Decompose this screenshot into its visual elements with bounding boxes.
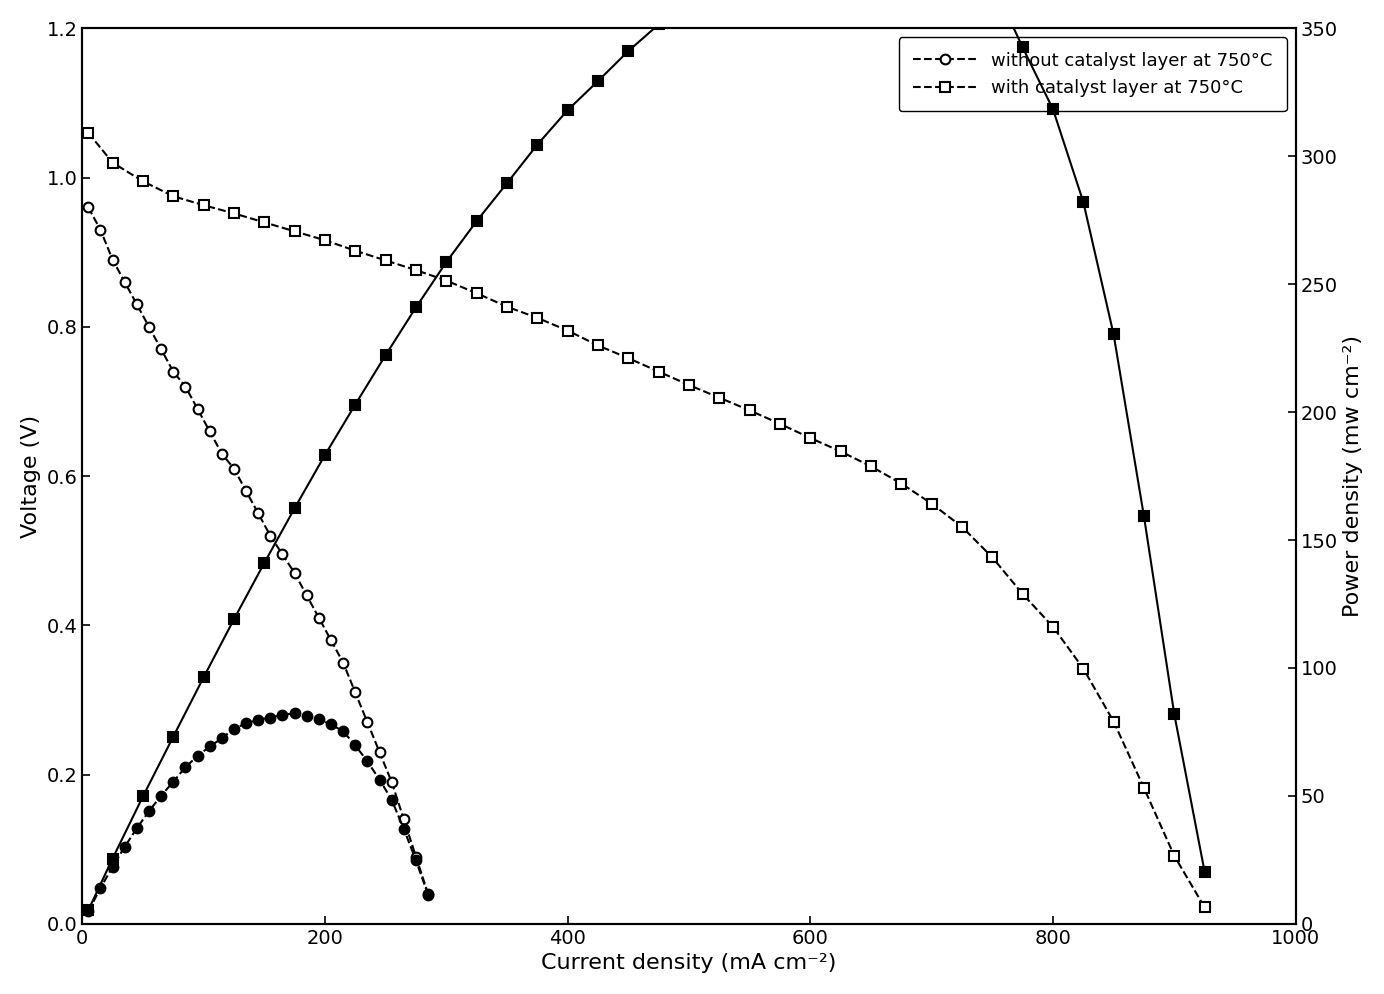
Legend: without catalyst layer at 750°C, with catalyst layer at 750°C: without catalyst layer at 750°C, with ca… [898,38,1287,111]
with catalyst layer at 750°C [984,552,1001,564]
with catalyst layer at 750°C [468,287,484,299]
without catalyst layer at 750°C [238,485,255,497]
with catalyst layer at 750°C [862,460,879,472]
with catalyst layer at 750°C [559,325,576,337]
without catalyst layer at 750°C [310,612,327,624]
with catalyst layer at 750°C [954,521,970,533]
with catalyst layer at 750°C [1045,621,1062,633]
Y-axis label: Power density (mw cm⁻²): Power density (mw cm⁻²) [1342,335,1363,617]
without catalyst layer at 750°C [104,253,120,265]
with catalyst layer at 750°C [1106,716,1122,728]
X-axis label: Current density (mA cm⁻²): Current density (mA cm⁻²) [541,953,836,973]
with catalyst layer at 750°C [226,208,242,220]
with catalyst layer at 750°C [801,432,818,444]
without catalyst layer at 750°C [251,507,267,519]
with catalyst layer at 750°C [711,392,728,404]
without catalyst layer at 750°C [419,888,436,900]
with catalyst layer at 750°C [378,254,394,266]
without catalyst layer at 750°C [201,425,217,437]
without catalyst layer at 750°C [286,568,303,580]
without catalyst layer at 750°C [347,687,364,699]
without catalyst layer at 750°C [358,717,375,729]
with catalyst layer at 750°C [620,352,637,364]
with catalyst layer at 750°C [437,274,454,286]
without catalyst layer at 750°C [177,381,194,393]
without catalyst layer at 750°C [116,276,133,288]
with catalyst layer at 750°C [1136,782,1153,794]
with catalyst layer at 750°C [832,445,848,457]
without catalyst layer at 750°C [396,813,412,825]
with catalyst layer at 750°C [317,235,334,247]
Line: with catalyst layer at 750°C: with catalyst layer at 750°C [83,128,1210,912]
Y-axis label: Voltage (V): Voltage (V) [21,414,42,538]
with catalyst layer at 750°C [772,417,789,429]
with catalyst layer at 750°C [347,245,364,256]
with catalyst layer at 750°C [104,157,120,169]
without catalyst layer at 750°C [152,343,169,355]
with catalyst layer at 750°C [1014,588,1031,600]
without catalyst layer at 750°C [371,746,388,758]
with catalyst layer at 750°C [650,366,667,378]
without catalyst layer at 750°C [322,634,339,646]
with catalyst layer at 750°C [590,340,606,352]
without catalyst layer at 750°C [226,462,242,474]
with catalyst layer at 750°C [195,199,212,211]
with catalyst layer at 750°C [742,405,758,416]
with catalyst layer at 750°C [529,312,545,324]
with catalyst layer at 750°C [1196,902,1212,913]
without catalyst layer at 750°C [141,321,158,333]
with catalyst layer at 750°C [893,477,909,489]
without catalyst layer at 750°C [190,403,206,414]
without catalyst layer at 750°C [335,657,352,669]
with catalyst layer at 750°C [80,127,97,139]
without catalyst layer at 750°C [213,447,230,459]
with catalyst layer at 750°C [256,217,273,229]
without catalyst layer at 750°C [274,549,291,561]
with catalyst layer at 750°C [286,226,303,238]
without catalyst layer at 750°C [408,851,425,863]
with catalyst layer at 750°C [1165,850,1182,862]
with catalyst layer at 750°C [408,264,425,276]
without catalyst layer at 750°C [80,202,97,214]
without catalyst layer at 750°C [262,530,278,542]
with catalyst layer at 750°C [681,379,698,391]
with catalyst layer at 750°C [923,498,940,510]
with catalyst layer at 750°C [134,175,151,187]
Line: without catalyst layer at 750°C: without catalyst layer at 750°C [83,203,433,899]
without catalyst layer at 750°C [383,776,400,788]
without catalyst layer at 750°C [165,366,181,378]
with catalyst layer at 750°C [1075,663,1092,675]
without catalyst layer at 750°C [129,298,145,310]
with catalyst layer at 750°C [498,301,515,313]
with catalyst layer at 750°C [165,190,181,202]
without catalyst layer at 750°C [299,589,316,601]
without catalyst layer at 750°C [93,224,109,236]
